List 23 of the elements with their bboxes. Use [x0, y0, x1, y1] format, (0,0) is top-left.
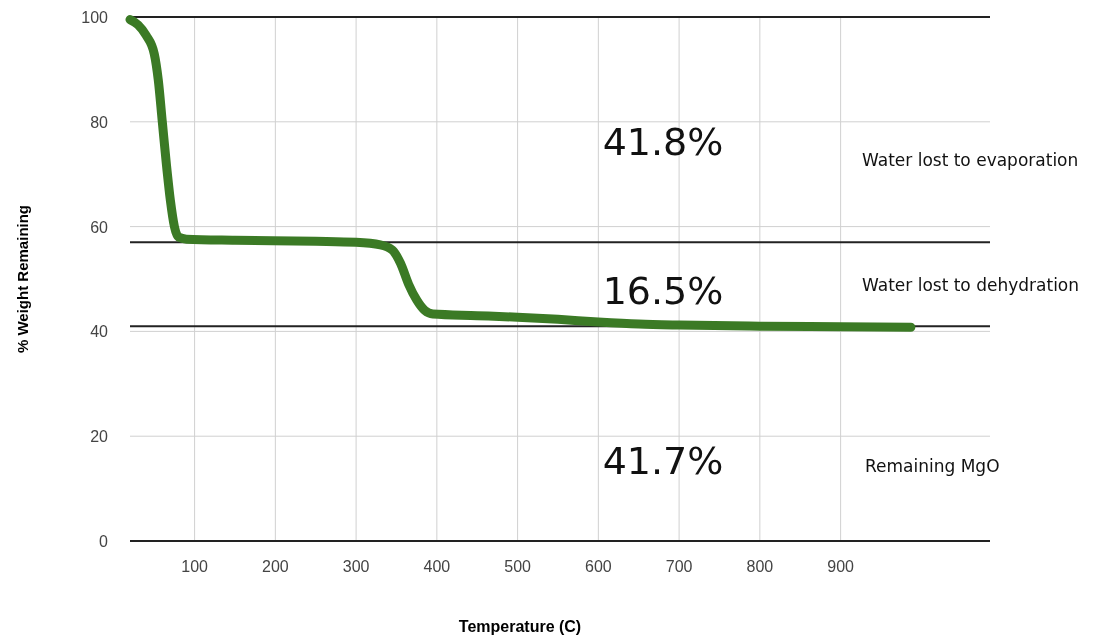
annotation: Water lost to evaporation [862, 150, 1079, 170]
y-tick-label: 40 [90, 323, 109, 341]
annotation: 41.7% [602, 439, 724, 483]
x-tick-label: 900 [827, 558, 855, 575]
y-tick-label: 60 [90, 218, 109, 236]
x-tick-label: 600 [585, 558, 612, 575]
annotation: Remaining MgO [865, 456, 1000, 476]
x-tick-label: 500 [504, 558, 532, 575]
annotation: 41.8% [602, 120, 724, 164]
annotation: Water lost to dehydration [862, 275, 1080, 295]
y-tick-label: 20 [90, 428, 109, 446]
x-tick-label: 400 [423, 558, 451, 575]
y-tick-label: 80 [90, 113, 109, 131]
x-tick-label: 300 [342, 558, 370, 575]
y-axis-title: % Weight Remaining [14, 204, 31, 354]
x-tick-label: 100 [181, 558, 209, 575]
y-tick-label: 0 [99, 533, 109, 550]
y-tick-label: 100 [81, 9, 109, 26]
annotation: 16.5% [602, 269, 724, 313]
x-axis-title: Temperature (C) [458, 618, 582, 635]
x-tick-label: 200 [262, 558, 289, 575]
x-tick-label: 700 [665, 558, 693, 575]
x-tick-label: 800 [746, 558, 774, 575]
